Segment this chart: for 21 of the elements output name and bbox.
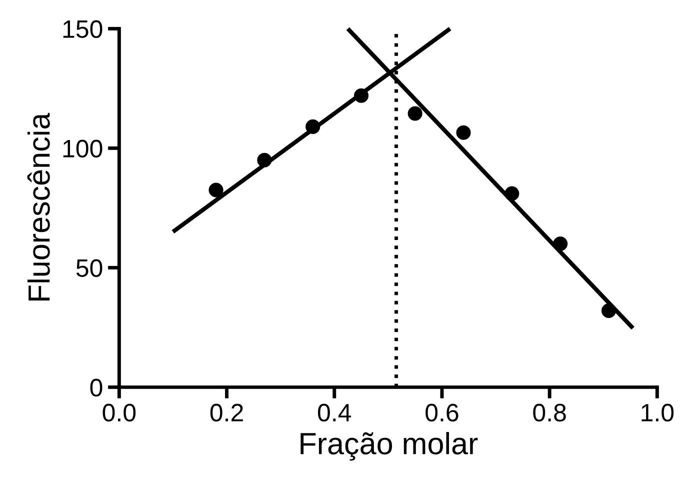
x-tick-label: 0.4 (318, 404, 352, 422)
x-tick-label: 0.0 (102, 404, 136, 422)
x-tick-label: 0.2 (210, 404, 243, 422)
point (456, 125, 471, 140)
point (257, 152, 272, 168)
x-tick-label: 1.0 (642, 404, 674, 422)
y-tick-label: 150 (63, 20, 102, 38)
point (601, 303, 616, 318)
y-tick-label: 0 (90, 378, 102, 396)
point (408, 106, 422, 121)
point (553, 236, 568, 252)
point (504, 186, 520, 201)
x-tick-label: 0.8 (533, 404, 566, 422)
y-tick-label: 50 (76, 259, 102, 277)
x-tick-label: 0.6 (426, 404, 458, 422)
point (354, 88, 369, 103)
y-tick-label: 100 (63, 140, 102, 158)
x-axis-title: Fração molar (300, 432, 478, 461)
point (208, 182, 224, 198)
point (306, 119, 320, 134)
y-axis-title: Fluorescência (27, 112, 50, 301)
